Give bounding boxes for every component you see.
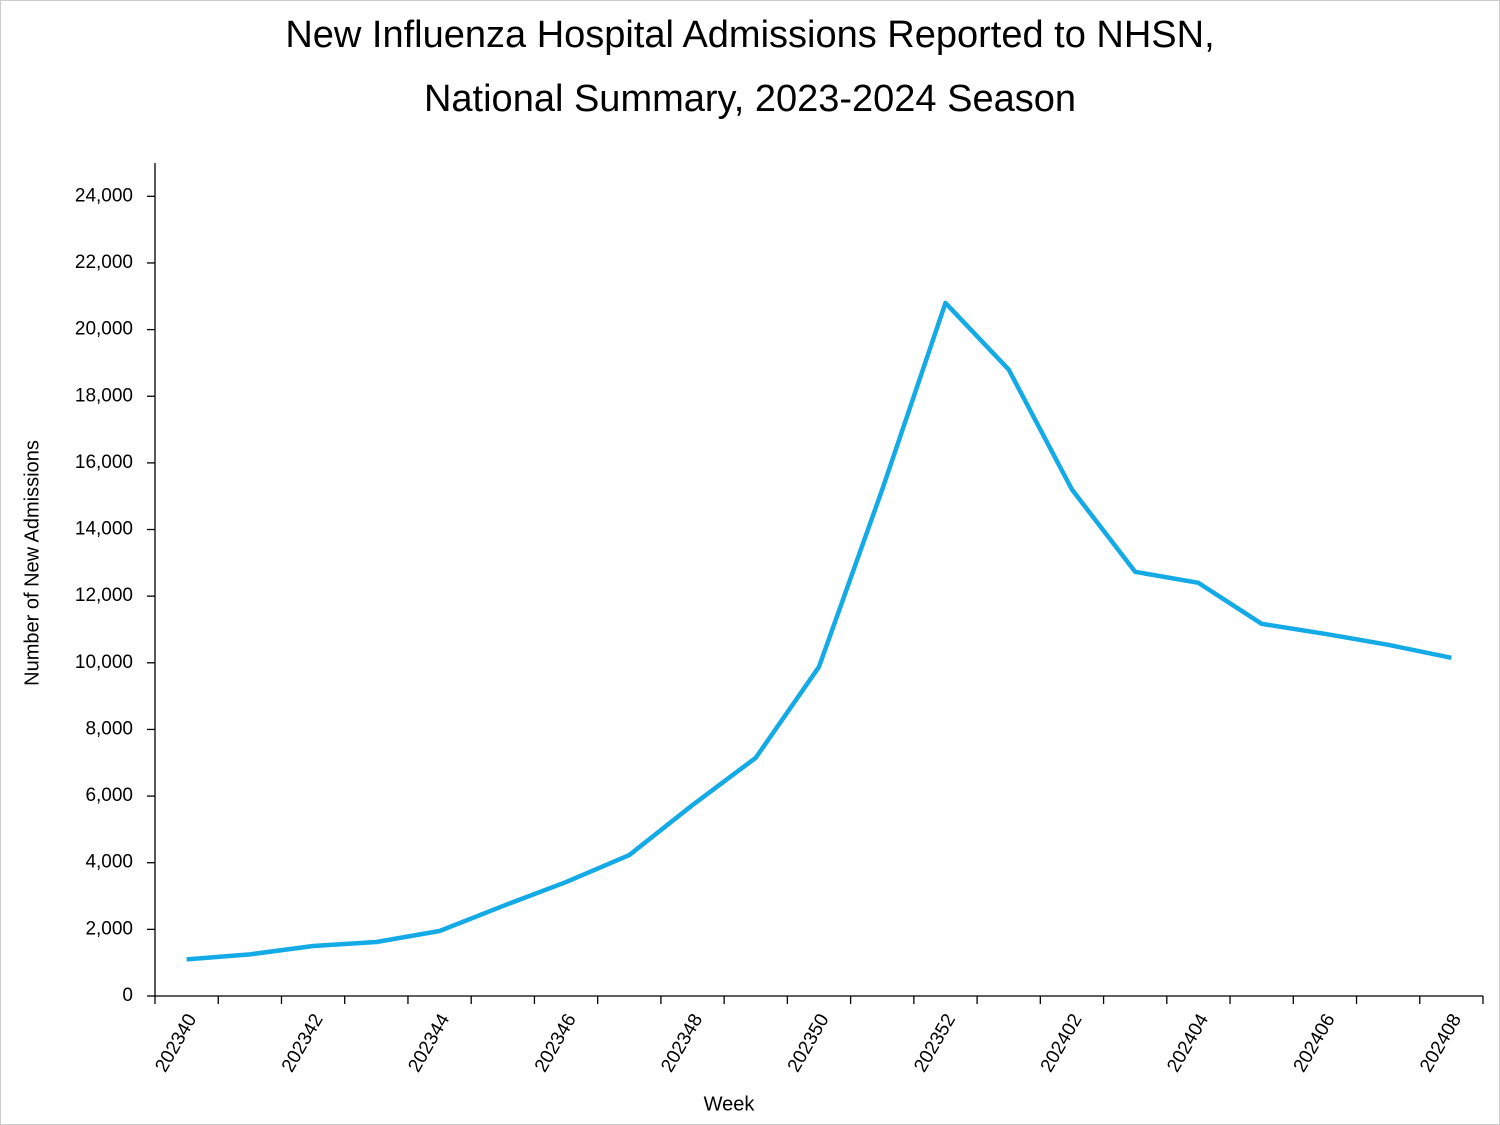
y-tick-label: 10,000 xyxy=(75,652,133,673)
y-tick-label: 22,000 xyxy=(75,252,133,273)
y-tick-label: 16,000 xyxy=(75,452,133,473)
chart-title: New Influenza Hospital Admissions Report… xyxy=(285,14,1214,56)
y-tick-label: 8,000 xyxy=(85,718,133,739)
y-tick-label: 12,000 xyxy=(75,585,133,606)
x-axis-title: Week xyxy=(704,1093,756,1115)
data-line xyxy=(186,300,1452,962)
y-tick-label: 0 xyxy=(122,985,133,1006)
chart-title: National Summary, 2023-2024 Season xyxy=(424,78,1076,120)
y-axis-title: Number of New Admissions xyxy=(21,440,43,686)
y-tick-label: 18,000 xyxy=(75,385,133,406)
y-tick-label: 6,000 xyxy=(85,785,133,806)
y-tick-label: 2,000 xyxy=(85,918,133,939)
y-tick-label: 20,000 xyxy=(75,319,133,340)
y-tick-label: 4,000 xyxy=(85,852,133,873)
y-tick-label: 24,000 xyxy=(75,185,133,206)
y-tick-label: 14,000 xyxy=(75,519,133,540)
